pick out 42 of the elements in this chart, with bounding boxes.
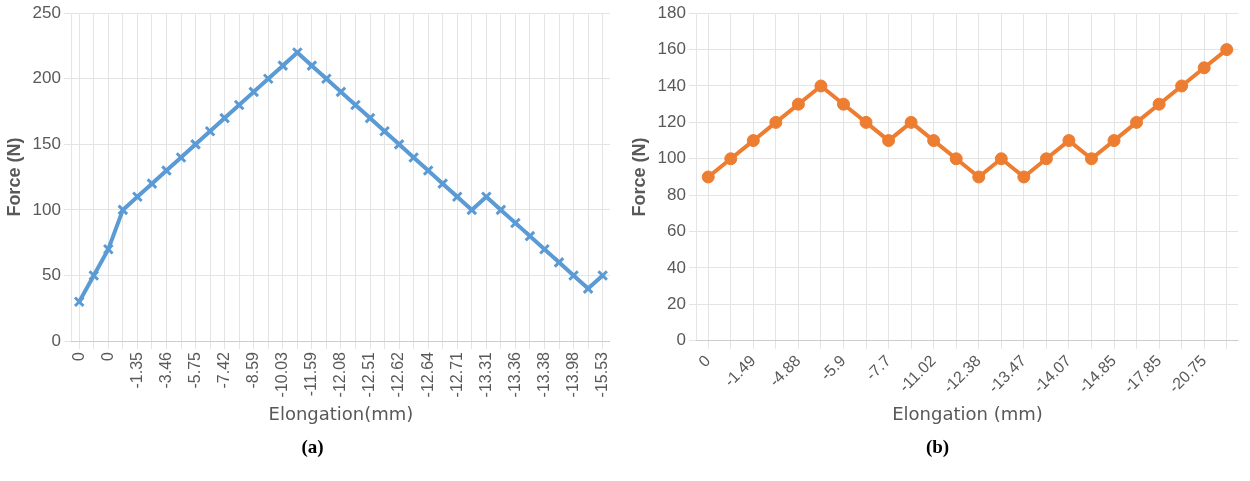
x-tick-label: -12.51 [360,351,378,398]
y-tick-label: 40 [667,257,686,277]
x-tick-label: -10.03 [273,351,291,398]
x-axis-title: Elongation (mm) [892,402,1043,424]
x-tick-label: -5.9 [817,351,849,384]
x-tick-label: -12.62 [389,351,407,398]
x-tick-label: -13.98 [563,351,581,398]
x-tick-label: -11.59 [302,351,320,397]
x-tick-label: -5.75 [185,351,203,389]
y-tick-label: 180 [657,2,686,22]
x-tick-label: -12.08 [331,351,349,398]
x-tick-label: -7.42 [215,351,233,389]
y-axis-title: Force (N) [628,137,649,217]
x-tick-label: -12.71 [447,351,465,398]
y-tick-label: 150 [32,134,61,154]
y-tick-label: 140 [657,75,686,95]
x-tick-label: -8.59 [244,351,262,389]
x-tick-label: 0 [69,351,87,361]
y-axis-title: Force (N) [3,137,24,217]
x-tick-label: -12.64 [418,351,436,398]
x-tick-label: -3.46 [156,351,174,389]
x-tick-label: -13.31 [476,351,494,398]
y-tick-label: 80 [667,184,686,204]
x-tick-label: 0 [695,351,714,371]
y-tick-label: 100 [657,148,686,168]
y-tick-label: 250 [32,2,61,22]
y-tick-label: 50 [42,265,61,285]
y-tick-label: 160 [657,39,686,59]
y-tick-label: 120 [657,112,686,132]
x-tick-label: 0 [98,351,116,361]
x-tick-label: -13.38 [534,351,552,398]
y-tick-label: 100 [32,199,61,219]
x-tick-label: -15.53 [593,351,611,398]
y-tick-label: 60 [667,221,686,241]
text: (a) [300,436,325,458]
text: (b) [924,436,951,458]
y-tick-label: 20 [667,294,686,314]
x-tick-label: -7.7 [862,351,894,384]
x-tick-label: -1.35 [127,351,145,389]
y-tick-label: 200 [32,68,61,88]
x-tick-label: -13.36 [505,351,523,398]
x-axis-title: Elongation(mm) [268,402,414,424]
